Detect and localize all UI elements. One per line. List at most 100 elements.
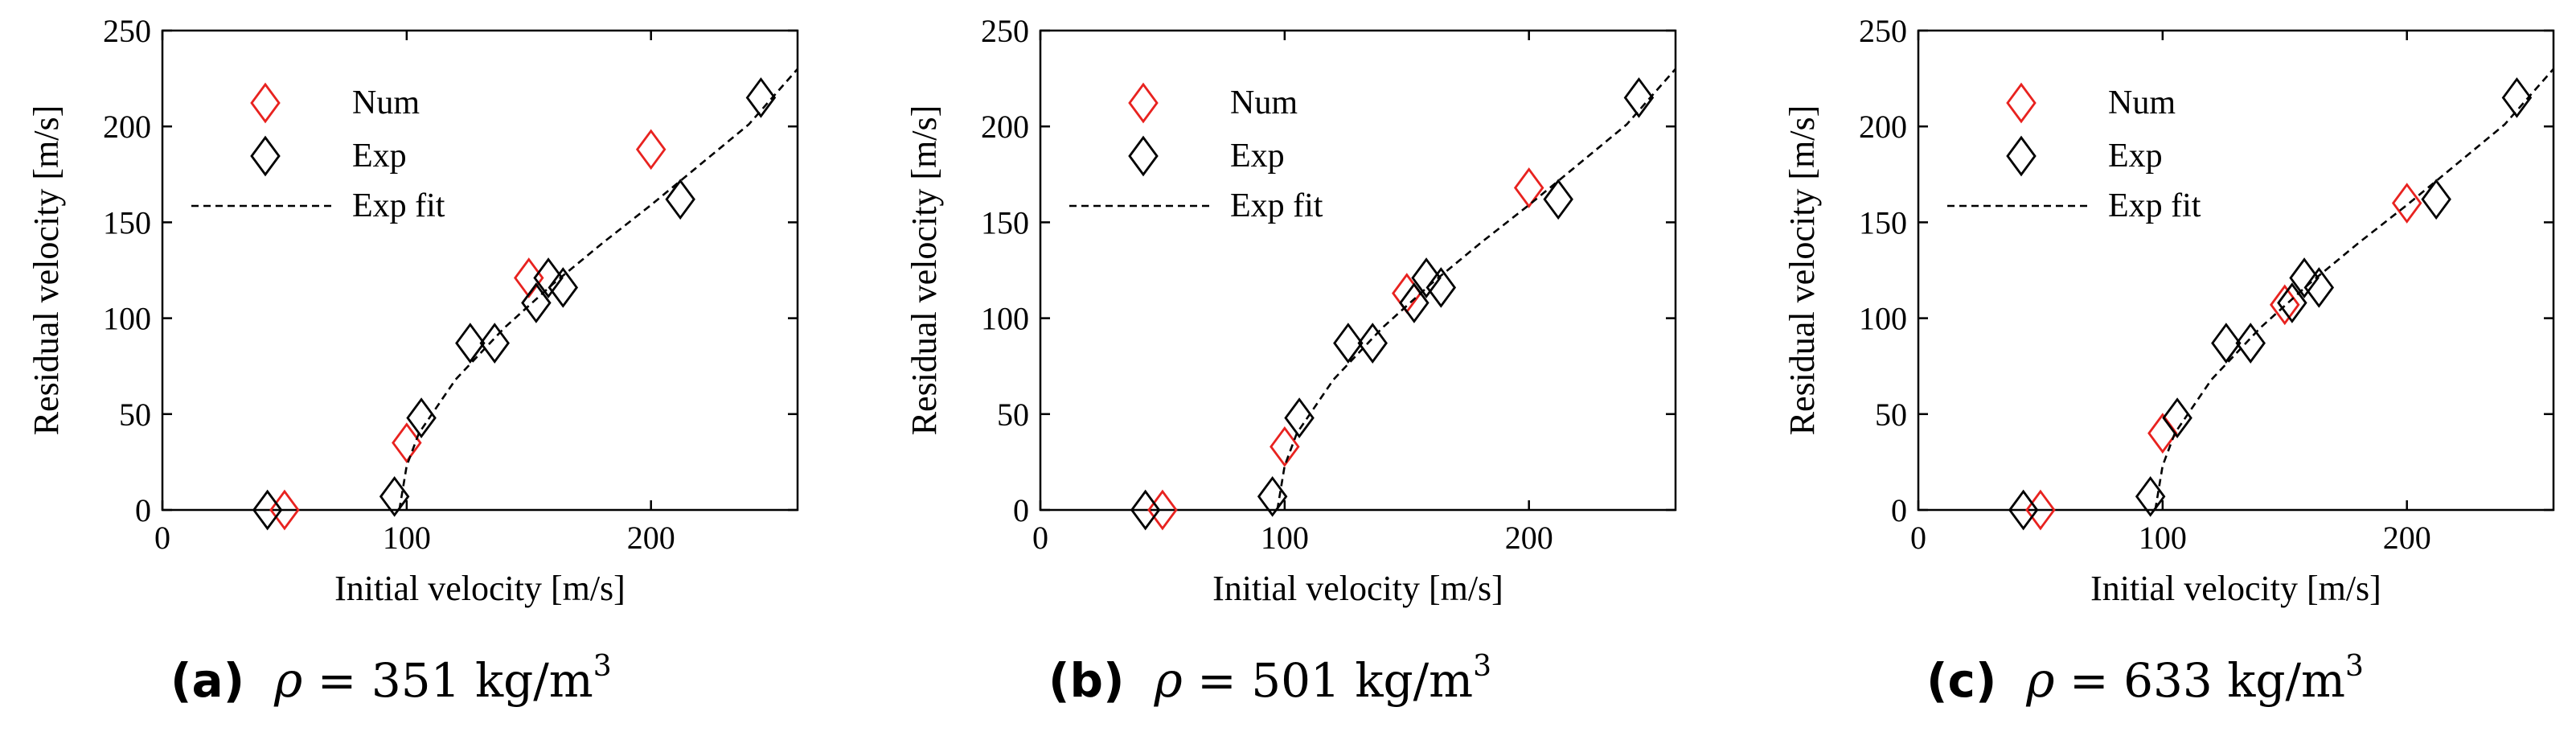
num-point [392, 422, 422, 463]
exp-point [1425, 267, 1457, 308]
legend-marker-num [250, 82, 281, 124]
exp-point [1333, 323, 1364, 364]
legend-label: Exp [1230, 138, 1285, 175]
y-tick-label: 100 [103, 301, 151, 337]
num-point [1270, 426, 1300, 467]
legend-label: Exp [352, 138, 407, 175]
y-tick-label: 250 [981, 13, 1029, 49]
x-tick-label: 0 [1032, 520, 1048, 556]
y-axis-label: Residual velocity [m/s] [1782, 105, 1822, 436]
exp-point [1623, 77, 1655, 118]
num-point [514, 257, 544, 298]
legend-label: Num [352, 84, 420, 121]
exp-point [479, 323, 510, 364]
exp-point [2421, 179, 2451, 220]
legend-label: Num [2108, 84, 2176, 121]
num-point [2147, 413, 2178, 454]
x-axis-label: Initial velocity [m/s] [334, 569, 626, 608]
caption-symbol: ρ [1153, 652, 1182, 709]
legend-marker-num [1128, 82, 1159, 124]
exp-point [1399, 282, 1430, 323]
caption-exponent: 3 [1473, 650, 1491, 683]
exp-point [665, 179, 695, 220]
exp-point [2235, 323, 2266, 364]
exp-point [2008, 489, 2039, 531]
x-tick-label: 100 [2139, 520, 2187, 556]
exp-point [406, 397, 437, 438]
x-tick-label: 100 [1261, 520, 1309, 556]
legend-marker-exp [250, 135, 281, 177]
series-exp-fit [398, 68, 798, 511]
x-tick-label: 0 [1910, 520, 1926, 556]
series-num [1147, 167, 1544, 531]
plot-area-frame [1039, 29, 1677, 512]
exp-point [1130, 489, 1161, 531]
panel-caption: (c) ρ = 633 kg/m3 [1926, 650, 2364, 709]
legend-label: Exp fit [352, 187, 445, 224]
exp-point [533, 257, 564, 298]
legend-marker-exp [1128, 135, 1159, 177]
x-tick-label: 200 [2383, 520, 2431, 556]
y-tick-label: 50 [119, 397, 151, 433]
y-tick-label: 150 [1859, 204, 1907, 240]
x-tick-label: 200 [1505, 520, 1553, 556]
x-tick-label: 200 [627, 520, 675, 556]
legend-label: Exp fit [1230, 187, 1323, 224]
caption-unit: kg/m [2227, 653, 2345, 708]
y-axis-label: Residual velocity [m/s] [904, 105, 944, 436]
legend-marker-exp [2006, 135, 2037, 177]
legend-label: Exp [2108, 138, 2163, 175]
caption-symbol: ρ [273, 652, 302, 709]
caption-value: 501 [1251, 653, 1340, 708]
caption-unit: kg/m [1355, 653, 1473, 708]
exp-point [455, 323, 486, 364]
plot-area-frame [161, 29, 799, 512]
exp-point [2162, 397, 2192, 438]
exp-point [379, 475, 410, 517]
y-tick-label: 200 [981, 109, 1029, 145]
exp-point [1357, 323, 1388, 364]
caption-letter: a [192, 653, 224, 708]
exp-point [1257, 475, 1288, 517]
x-axis-label: Initial velocity [m/s] [2090, 569, 2381, 608]
exp-fit-line [1276, 68, 1676, 511]
y-tick-label: 50 [1875, 397, 1907, 433]
caption-exponent: 3 [593, 650, 612, 683]
y-tick-label: 150 [981, 204, 1029, 240]
caption-letter: b [1070, 653, 1104, 708]
y-tick-label: 200 [103, 109, 151, 145]
series-exp [1130, 77, 1655, 531]
exp-point [2277, 282, 2307, 323]
exp-point [1411, 257, 1442, 298]
y-tick-label: 0 [1013, 492, 1029, 528]
legend: Num Exp Exp fit [191, 82, 445, 224]
panel-caption: (a) ρ = 351 kg/m3 [170, 650, 612, 709]
legend: Num Exp Exp fit [1069, 82, 1323, 224]
caption-unit: kg/m [475, 653, 593, 708]
num-point [2391, 183, 2422, 224]
y-tick-label: 150 [103, 204, 151, 240]
y-tick-label: 250 [103, 13, 151, 49]
legend-label: Exp fit [2108, 187, 2201, 224]
y-tick-label: 0 [135, 492, 151, 528]
exp-point [252, 489, 283, 531]
caption-letter: c [1948, 653, 1975, 708]
y-tick-label: 0 [1891, 492, 1907, 528]
legend: Num Exp Exp fit [1947, 82, 2201, 224]
y-tick-label: 250 [1859, 13, 1907, 49]
series-exp [252, 77, 777, 531]
caption-exponent: 3 [2345, 650, 2364, 683]
y-tick-label: 200 [1859, 109, 1907, 145]
series-exp-fit [1276, 68, 1676, 511]
exp-point [1543, 179, 1573, 220]
exp-point [2135, 475, 2166, 517]
panel-caption: (b) ρ = 501 kg/m3 [1048, 650, 1491, 709]
y-tick-label: 100 [1859, 301, 1907, 337]
exp-fit-line [2154, 68, 2554, 511]
plot-area-frame [1917, 29, 2555, 512]
x-tick-label: 0 [154, 520, 170, 556]
y-tick-label: 100 [981, 301, 1029, 337]
